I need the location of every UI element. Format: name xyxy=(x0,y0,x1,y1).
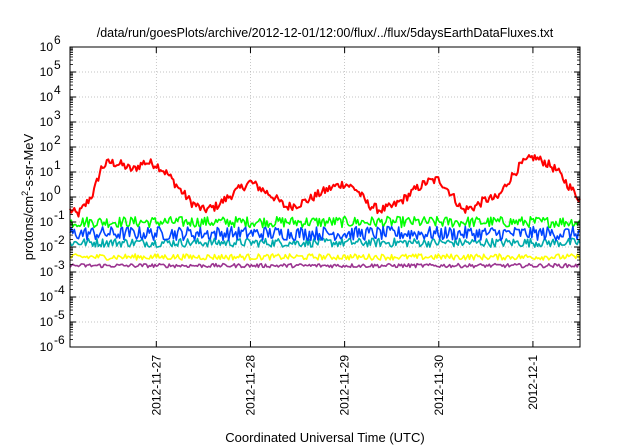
y-tick-label-exp: -3 xyxy=(54,258,65,272)
y-tick-label: 10 xyxy=(40,340,54,354)
y-tick-label: 10 xyxy=(40,315,54,329)
x-tick-label: 2012-11-28 xyxy=(243,355,257,416)
series-line xyxy=(69,262,581,269)
series-line xyxy=(69,237,581,248)
series-line xyxy=(69,225,581,242)
y-tick-label: 10 xyxy=(40,190,54,204)
y-tick-label: 10 xyxy=(40,140,54,154)
x-tick-label: 2012-11-29 xyxy=(338,355,352,416)
y-tick-label: 10 xyxy=(40,65,54,79)
y-tick-label: 10 xyxy=(40,90,54,104)
x-tick-label: 2012-11-27 xyxy=(149,355,163,416)
x-tick-label: 2012-12-1 xyxy=(526,355,540,410)
tick-labels: 10 -610 -510 -410 -310 -210 -110 010 110 210 310 41… xyxy=(40,33,540,416)
x-tick-label: 2012-11-30 xyxy=(432,355,446,416)
y-tick-label-exp: 2 xyxy=(54,133,61,147)
y-tick-label-exp: 0 xyxy=(54,183,61,197)
y-tick-label: 10 xyxy=(40,215,54,229)
tick-marks xyxy=(70,46,580,348)
y-tick-label: 10 xyxy=(40,40,54,54)
grid xyxy=(70,47,580,347)
series-group xyxy=(69,154,581,269)
y-tick-label-exp: -2 xyxy=(54,233,65,247)
y-tick-label-exp: 1 xyxy=(54,158,61,172)
x-axis-label: Coordinated Universal Time (UTC) xyxy=(225,430,424,445)
y-axis-label: protons/cm2-s-sr-MeV xyxy=(20,133,36,260)
y-tick-label-exp: -6 xyxy=(54,333,65,347)
y-tick-label-exp: 6 xyxy=(54,33,61,47)
y-tick-label: 10 xyxy=(40,265,54,279)
y-axis-label-base: protons/cm xyxy=(21,196,36,260)
series-line xyxy=(69,215,581,229)
y-axis-label-rest: -s-sr-MeV xyxy=(21,133,36,190)
y-tick-label-exp: -4 xyxy=(54,283,65,297)
chart-title: /data/run/goesPlots/archive/2012-12-01/1… xyxy=(97,26,554,40)
y-tick-label-exp: -1 xyxy=(54,208,65,222)
series-line xyxy=(69,154,581,218)
y-tick-label-exp: 3 xyxy=(54,108,61,122)
y-tick-label: 10 xyxy=(40,240,54,254)
y-tick-label: 10 xyxy=(40,165,54,179)
y-tick-label-exp: -5 xyxy=(54,308,65,322)
y-axis-label-exp: 2 xyxy=(20,191,30,196)
series-line xyxy=(69,253,581,261)
y-tick-label-exp: 4 xyxy=(54,83,61,97)
y-tick-label-exp: 5 xyxy=(54,58,61,72)
y-tick-label: 10 xyxy=(40,290,54,304)
y-tick-label: 10 xyxy=(40,115,54,129)
